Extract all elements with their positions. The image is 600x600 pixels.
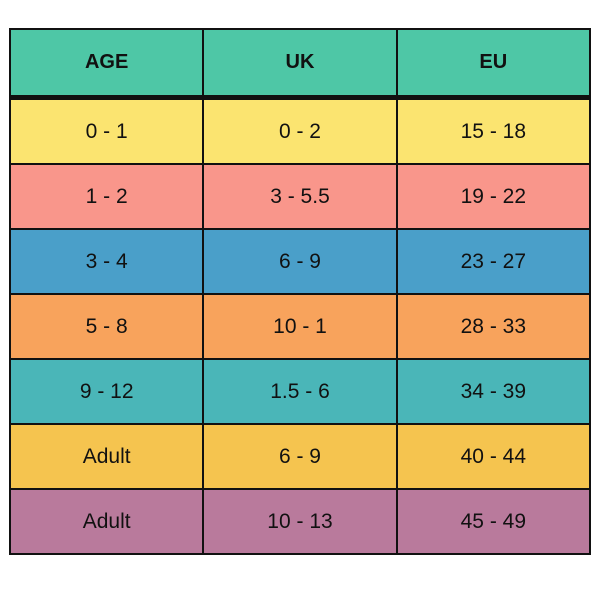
cell-age: 3 - 4 [8,228,205,295]
cell-eu: 19 - 22 [395,163,592,230]
cell-eu: 28 - 33 [395,293,592,360]
cell-uk: 1.5 - 6 [202,358,398,425]
cell-uk: 10 - 1 [202,293,398,360]
table-row: 3 - 4 6 - 9 23 - 27 [8,228,592,295]
size-chart-table: AGE UK EU 0 - 1 0 - 2 15 - 18 1 - 2 3 - … [8,28,592,555]
header-age: AGE [8,28,205,100]
cell-eu: 15 - 18 [395,96,592,165]
table-row: Adult 10 - 13 45 - 49 [8,488,592,555]
table-row: 5 - 8 10 - 1 28 - 33 [8,293,592,360]
table-header-row: AGE UK EU [8,28,592,100]
cell-uk: 10 - 13 [202,488,398,555]
cell-uk: 6 - 9 [202,423,398,490]
cell-uk: 3 - 5.5 [202,163,398,230]
cell-eu: 23 - 27 [395,228,592,295]
table-row: 0 - 1 0 - 2 15 - 18 [8,96,592,165]
table-row: 1 - 2 3 - 5.5 19 - 22 [8,163,592,230]
table-row: Adult 6 - 9 40 - 44 [8,423,592,490]
table-row: 9 - 12 1.5 - 6 34 - 39 [8,358,592,425]
cell-age: 0 - 1 [8,96,205,165]
cell-age: Adult [8,488,205,555]
cell-eu: 40 - 44 [395,423,592,490]
cell-age: 9 - 12 [8,358,205,425]
header-uk: UK [202,28,398,100]
cell-age: Adult [8,423,205,490]
cell-eu: 45 - 49 [395,488,592,555]
cell-eu: 34 - 39 [395,358,592,425]
cell-age: 1 - 2 [8,163,205,230]
header-eu: EU [395,28,592,100]
cell-uk: 0 - 2 [202,96,398,165]
cell-uk: 6 - 9 [202,228,398,295]
cell-age: 5 - 8 [8,293,205,360]
